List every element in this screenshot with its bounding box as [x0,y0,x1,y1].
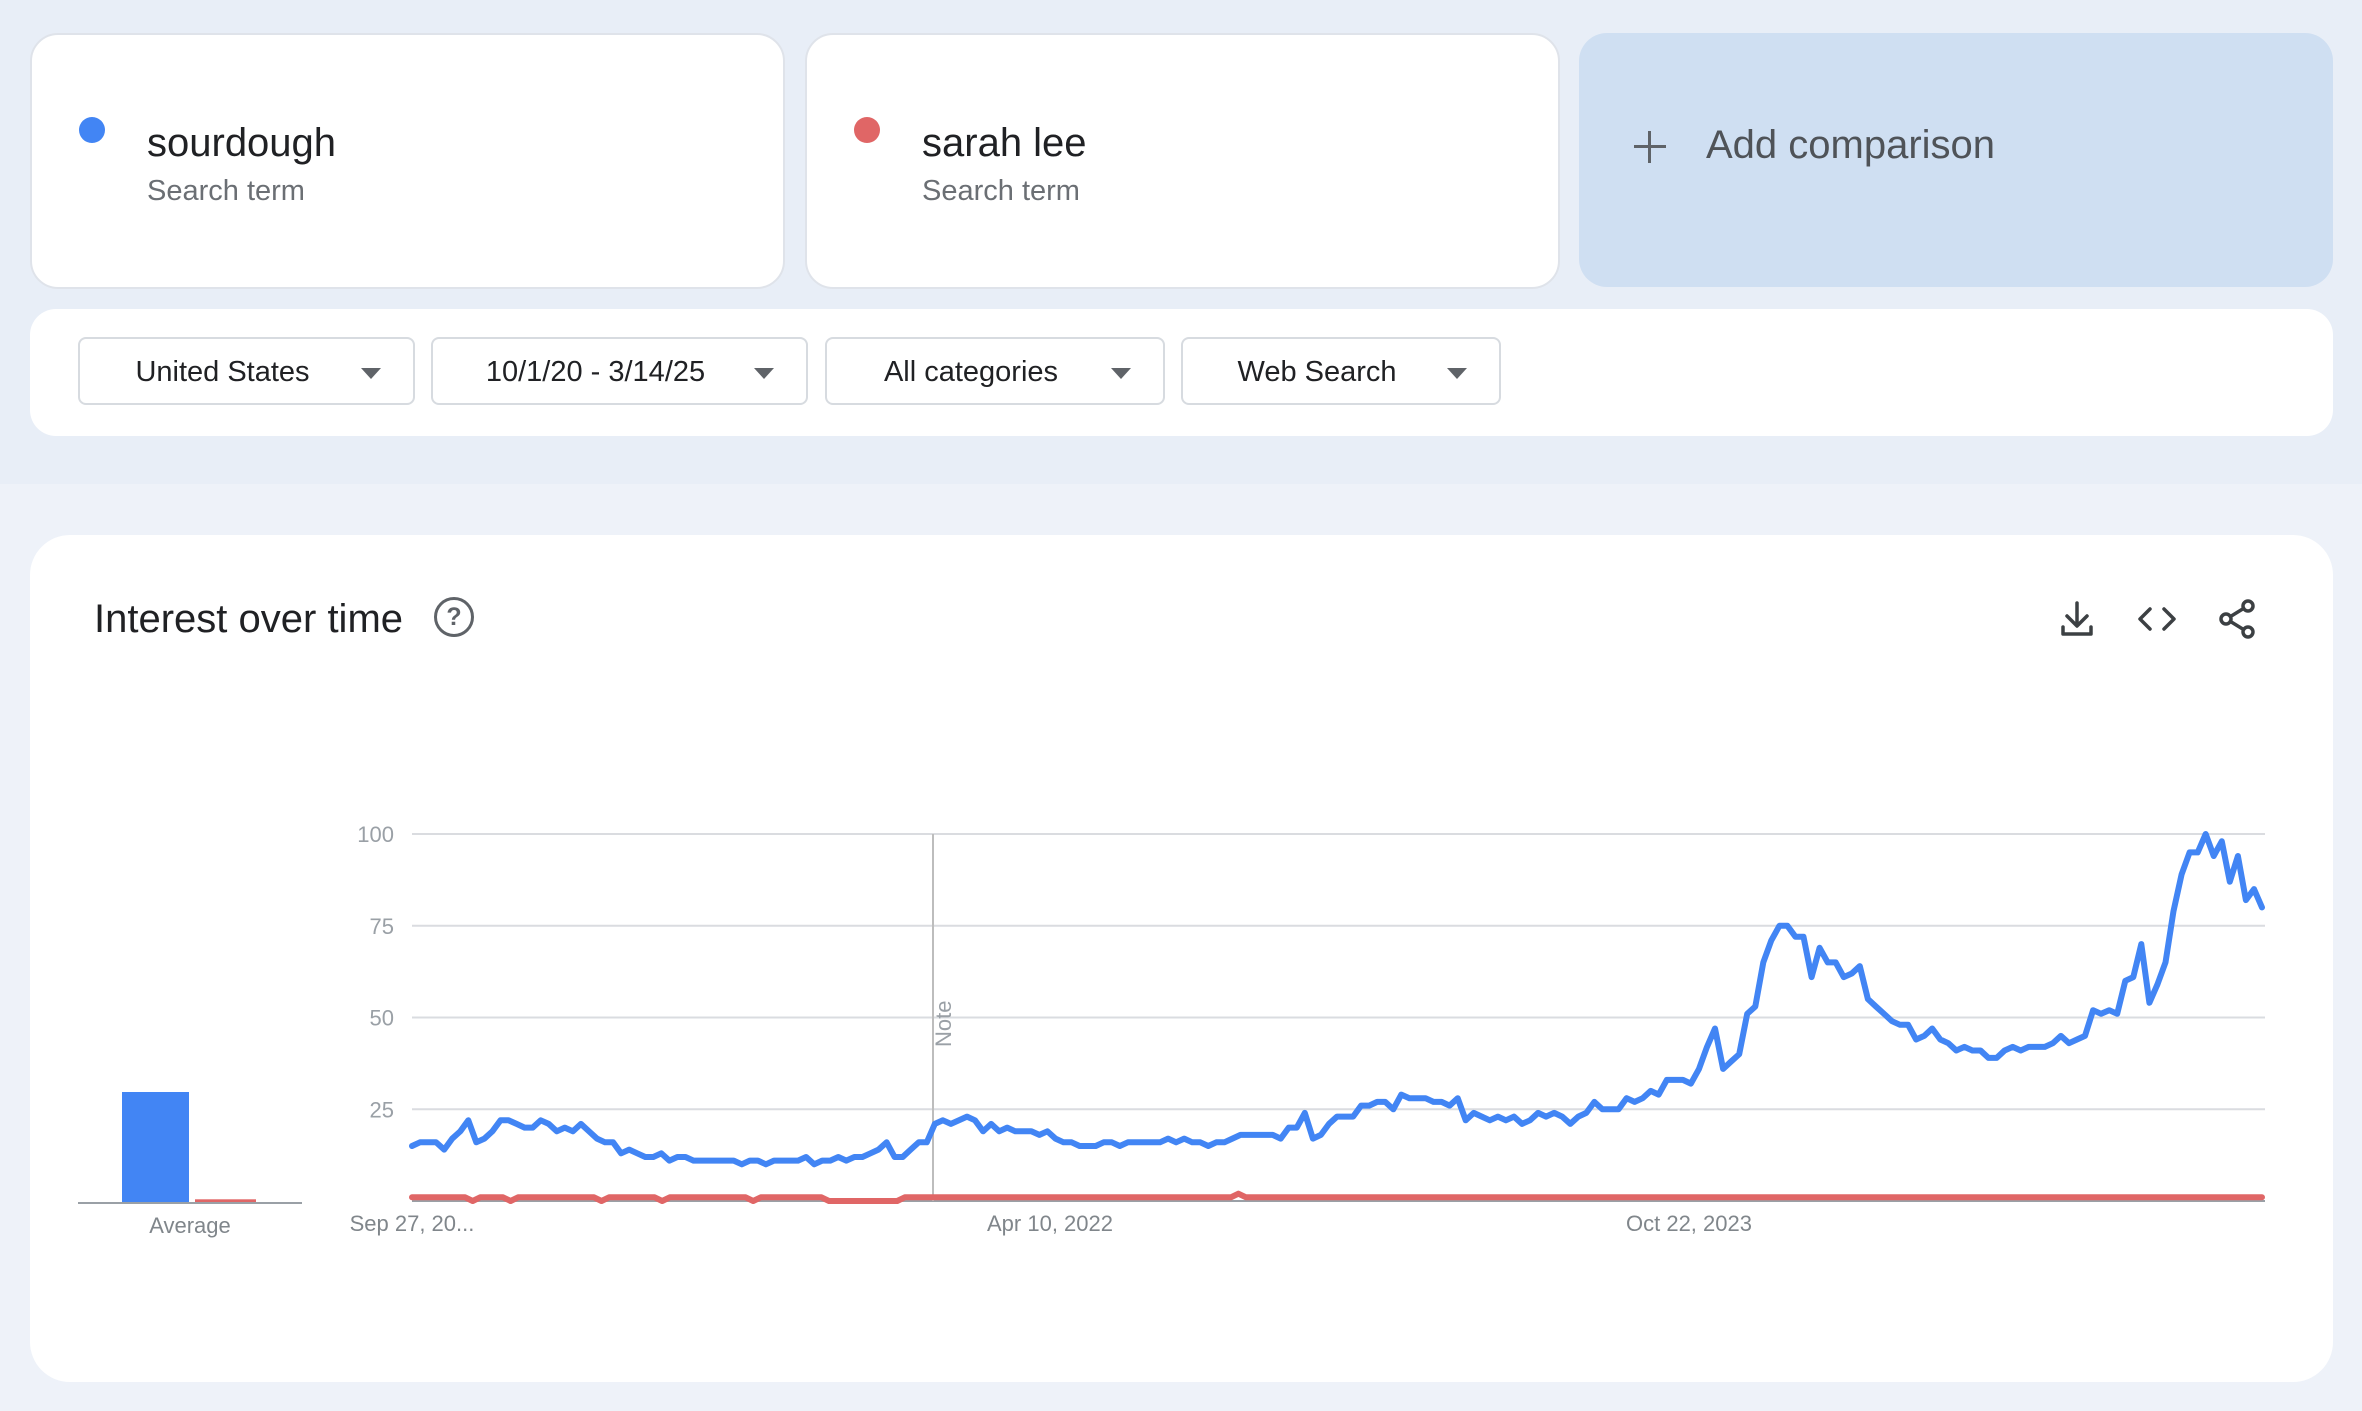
term-card-sarah-lee[interactable]: sarah lee Search term [805,33,1560,289]
series-color-dot [854,117,880,143]
average-bar-sourdough[interactable] [122,1092,189,1203]
region-label: United States [135,356,310,388]
category-dropdown[interactable]: All categories [825,337,1165,405]
add-comparison-label: Add comparison [1706,123,1996,167]
download-icon[interactable] [2055,597,2099,641]
term-card-sourdough[interactable]: sourdough Search term [30,33,785,289]
interest-chart: 100 75 50 25 Note Average Sep 27, 20... Apr … [78,822,2265,1238]
x-axis-label: Sep 27, 20... [350,1211,475,1236]
date-range-dropdown[interactable]: 10/1/20 - 3/14/25 [431,337,808,405]
category-label: All categories [883,356,1059,388]
term-type: Search term [922,175,1080,207]
filter-bar: United States 10/1/20 - 3/14/25 All cate… [30,309,2333,436]
date-range-label: 10/1/20 - 3/14/25 [485,356,706,388]
interest-over-time-panel: Interest over time ? 100 75 50 25 Note Aver… [30,535,2333,1382]
dropdown-arrow-icon [754,368,774,379]
x-axis-label: Oct 22, 2023 [1626,1211,1752,1236]
x-axis-label: Apr 10, 2022 [987,1211,1113,1236]
embed-code-icon[interactable] [2135,597,2179,641]
y-tick-label: 75 [370,914,394,939]
search-type-dropdown[interactable]: Web Search [1181,337,1501,405]
search-type-label: Web Search [1237,356,1397,388]
share-icon[interactable] [2215,597,2259,641]
note-label[interactable]: Note [931,1001,956,1047]
term-name: sarah lee [922,121,1087,165]
y-tick-label: 50 [370,1006,394,1031]
series-line-sarah-lee[interactable] [409,1190,2265,1204]
term-type: Search term [147,175,305,207]
add-comparison-button[interactable]: Add comparison [1579,33,2333,287]
region-dropdown[interactable]: United States [78,337,415,405]
help-circle-icon[interactable]: ? [434,597,474,637]
y-tick-label: 100 [357,822,394,847]
term-name: sourdough [147,121,337,165]
average-bar-sarah-lee[interactable] [195,1199,256,1203]
average-label: Average [149,1213,231,1238]
dropdown-arrow-icon [1111,368,1131,379]
panel-title: Interest over time [94,597,404,641]
dropdown-arrow-icon [361,368,381,379]
y-tick-label: 25 [370,1097,394,1122]
plus-icon [1634,131,1666,163]
series-color-dot [79,117,105,143]
series-line-sourdough[interactable] [409,831,2265,1168]
dropdown-arrow-icon [1447,368,1467,379]
